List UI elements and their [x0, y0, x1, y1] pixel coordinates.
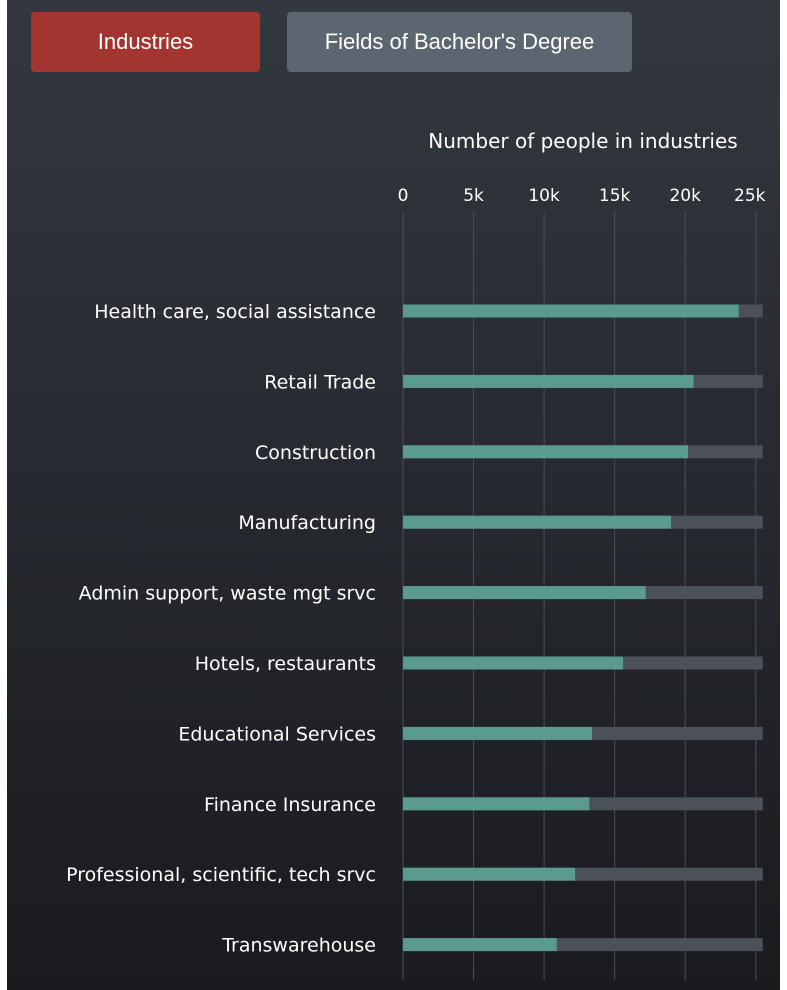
bar	[403, 586, 646, 600]
bar	[403, 445, 689, 459]
category-label: Hotels, restaurants	[195, 653, 376, 675]
category-label: Professional, scientific, tech srvc	[66, 864, 376, 886]
x-tick-label: 20k	[669, 186, 701, 206]
chart-panel: Industries Fields of Bachelor's Degree N…	[7, 0, 780, 990]
bar	[403, 374, 694, 388]
category-label: Admin support, waste mgt srvc	[79, 583, 376, 605]
category-label: Construction	[255, 442, 376, 464]
x-tick-label: 5k	[463, 186, 484, 206]
x-tick-label: 0	[398, 186, 409, 206]
category-label: Manufacturing	[238, 512, 376, 534]
x-axis-ticks: 0 5k 10k 15k 20k 25k	[398, 186, 766, 206]
tab-industries[interactable]: Industries	[31, 12, 260, 72]
bar	[403, 867, 576, 881]
category-label: Retail Trade	[264, 371, 376, 393]
category-label: Transwarehouse	[221, 935, 376, 957]
bar	[403, 304, 739, 318]
category-label: Educational Services	[178, 723, 376, 745]
bar	[403, 938, 557, 952]
bar	[403, 515, 672, 529]
x-tick-label: 25k	[734, 186, 766, 206]
bar	[403, 726, 593, 740]
bars	[403, 304, 763, 952]
x-tick-label: 15k	[599, 186, 631, 206]
x-tick-label: 10k	[528, 186, 560, 206]
bar	[403, 797, 590, 811]
category-label: Finance Insurance	[204, 794, 376, 816]
bar-chart: Number of people in industries 0 5k 10k 15k…	[66, 129, 766, 980]
category-labels: Health care, social assistance Retail Tra…	[66, 301, 376, 957]
axis-title: Number of people in industries	[428, 129, 737, 153]
category-label: Health care, social assistance	[94, 301, 376, 323]
bar	[403, 656, 624, 670]
tab-fields-of-bachelors-degree[interactable]: Fields of Bachelor's Degree	[287, 12, 632, 72]
